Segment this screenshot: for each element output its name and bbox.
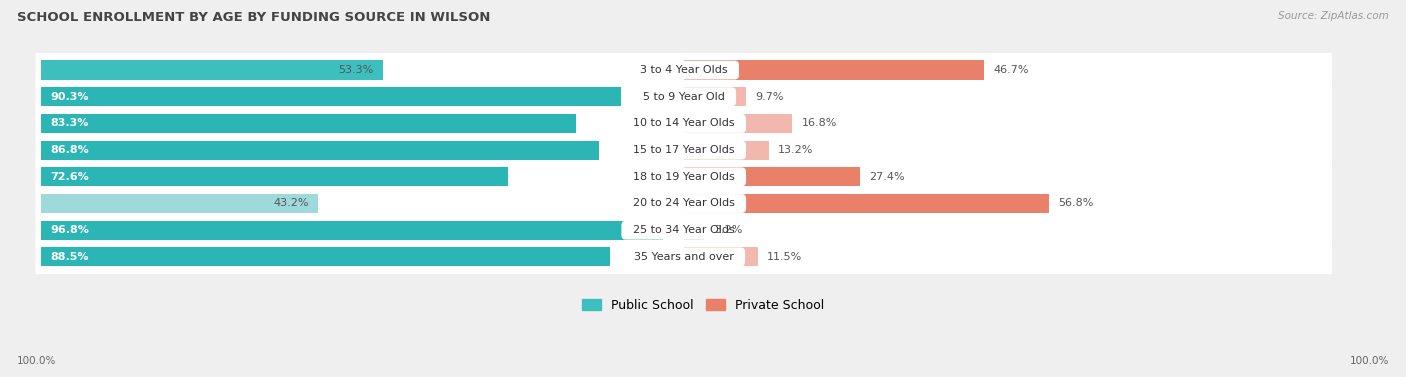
Text: 56.8%: 56.8% [1059, 199, 1094, 208]
Text: 13.2%: 13.2% [779, 145, 814, 155]
FancyBboxPatch shape [35, 209, 1331, 251]
Bar [41, 247, 610, 267]
Bar [683, 60, 984, 80]
Text: Source: ZipAtlas.com: Source: ZipAtlas.com [1278, 11, 1389, 21]
Text: SCHOOL ENROLLMENT BY AGE BY FUNDING SOURCE IN WILSON: SCHOOL ENROLLMENT BY AGE BY FUNDING SOUR… [17, 11, 491, 24]
FancyBboxPatch shape [35, 75, 1331, 118]
Text: 96.8%: 96.8% [51, 225, 89, 235]
Bar [683, 87, 747, 106]
Text: 53.3%: 53.3% [339, 65, 374, 75]
FancyBboxPatch shape [35, 155, 1331, 198]
Bar [683, 194, 1049, 213]
Text: 27.4%: 27.4% [869, 172, 905, 182]
Text: 20 to 24 Year Olds: 20 to 24 Year Olds [626, 199, 741, 208]
Text: 15 to 17 Year Olds: 15 to 17 Year Olds [626, 145, 741, 155]
Bar [41, 141, 599, 160]
Text: 100.0%: 100.0% [1350, 356, 1389, 366]
Bar [683, 167, 860, 186]
Bar [41, 114, 576, 133]
Text: 86.8%: 86.8% [51, 145, 89, 155]
Text: 100.0%: 100.0% [17, 356, 56, 366]
Bar [683, 221, 704, 240]
Text: 35 Years and over: 35 Years and over [627, 252, 741, 262]
Text: 83.3%: 83.3% [51, 118, 89, 129]
Text: 10 to 14 Year Olds: 10 to 14 Year Olds [626, 118, 741, 129]
Text: 88.5%: 88.5% [51, 252, 89, 262]
Text: 25 to 34 Year Olds: 25 to 34 Year Olds [626, 225, 741, 235]
Bar [41, 87, 621, 106]
Bar [41, 60, 384, 80]
Text: 11.5%: 11.5% [768, 252, 803, 262]
Bar [41, 221, 664, 240]
Text: 43.2%: 43.2% [273, 199, 309, 208]
Bar [683, 114, 792, 133]
Text: 72.6%: 72.6% [51, 172, 89, 182]
FancyBboxPatch shape [35, 49, 1331, 91]
Text: 46.7%: 46.7% [994, 65, 1029, 75]
Text: 9.7%: 9.7% [756, 92, 785, 102]
FancyBboxPatch shape [35, 102, 1331, 145]
Bar [41, 167, 508, 186]
Bar [683, 141, 769, 160]
Text: 5 to 9 Year Old: 5 to 9 Year Old [636, 92, 731, 102]
Text: 16.8%: 16.8% [801, 118, 837, 129]
Text: 18 to 19 Year Olds: 18 to 19 Year Olds [626, 172, 741, 182]
Text: 3 to 4 Year Olds: 3 to 4 Year Olds [633, 65, 734, 75]
Text: 90.3%: 90.3% [51, 92, 89, 102]
Bar [41, 194, 319, 213]
Bar [683, 247, 758, 267]
FancyBboxPatch shape [35, 129, 1331, 172]
FancyBboxPatch shape [35, 236, 1331, 278]
Legend: Public School, Private School: Public School, Private School [576, 294, 830, 317]
Text: 3.2%: 3.2% [714, 225, 742, 235]
FancyBboxPatch shape [35, 182, 1331, 225]
